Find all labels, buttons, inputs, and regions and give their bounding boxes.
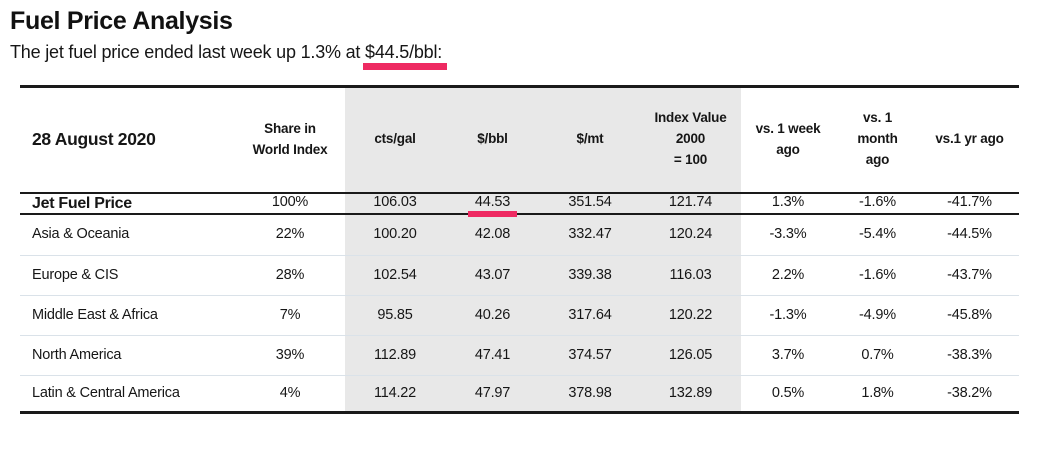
cell-vs-1-yr: -38.2% (947, 384, 992, 401)
cell-usd-mt: 317.64 (568, 306, 612, 323)
cell-vs-1-week: 0.5% (771, 384, 805, 401)
cell-usd-bbl: 47.97 (474, 384, 511, 401)
column-header-date: 28 August 2020 (32, 129, 156, 150)
table-row-middle-east-africa: Middle East & Africa 7% 95.85 40.26 317.… (20, 294, 1019, 335)
cell-cts-gal: 114.22 (373, 384, 417, 401)
cell-index-value: 116.03 (669, 266, 712, 283)
jet-fuel-divider-double-rule (20, 212, 1019, 215)
cell-vs-1-yr: -38.3% (947, 346, 992, 363)
cell-index-value: 132.89 (668, 384, 713, 401)
cell-share: 100% (271, 194, 309, 211)
fuel-price-analysis-page: Fuel Price Analysis The jet fuel price e… (10, 7, 1038, 414)
cell-vs-1-yr: -44.5% (947, 226, 992, 243)
table-row-north-america: North America 39% 112.89 47.41 374.57 12… (20, 334, 1019, 375)
cell-cts-gal: 112.89 (373, 346, 417, 363)
cell-index-value: 120.24 (668, 226, 713, 243)
cell-vs-1-month: 1.8% (861, 384, 894, 401)
column-header-usd-mt: $/mt (576, 131, 604, 147)
row-label: Latin & Central America (32, 384, 180, 401)
column-header-cts-gal: cts/gal (374, 131, 416, 147)
cell-usd-mt: 339.38 (568, 266, 612, 283)
table-header-row: 28 August 2020 Share in World Index cts/… (20, 88, 1019, 192)
cell-vs-1-week: 1.3% (771, 194, 805, 211)
column-header-vs-1-yr: vs.1 yr ago (935, 131, 1004, 147)
cell-vs-1-yr: -43.7% (947, 266, 992, 283)
cell-vs-1-week: -1.3% (769, 306, 807, 323)
cell-usd-mt: 332.47 (568, 226, 612, 243)
header-divider-rule (20, 191, 1019, 194)
cell-share: 39% (275, 346, 305, 363)
table-row-asia-oceania: Asia & Oceania 22% 100.20 42.08 332.47 1… (20, 215, 1019, 255)
cell-vs-1-month: -1.6% (859, 194, 896, 211)
cell-vs-1-yr: -45.8% (947, 306, 992, 323)
fuel-price-table: 28 August 2020 Share in World Index cts/… (20, 84, 1019, 414)
row-label: North America (32, 346, 122, 363)
cell-share: 22% (275, 226, 305, 243)
row-label: Middle East & Africa (32, 306, 158, 323)
highlighted-usd-bbl-value: 44.53 (467, 194, 518, 218)
cell-usd-mt: 351.54 (568, 194, 612, 211)
cell-usd-bbl: 43.07 (474, 266, 511, 283)
cell-usd-bbl: 40.26 (474, 306, 511, 323)
cell-index-value: 120.22 (668, 306, 713, 323)
table-row-europe-cis: Europe & CIS 28% 102.54 43.07 339.38 116… (20, 254, 1019, 295)
cell-vs-1-month: -1.6% (859, 266, 896, 283)
column-header-vs-1-month: vs. 1 month ago (857, 110, 898, 168)
cell-usd-bbl: 47.41 (474, 346, 511, 363)
column-header-usd-bbl: $/bbl (477, 131, 508, 147)
cell-usd-mt: 378.98 (568, 384, 612, 401)
cell-index-value: 126.05 (668, 346, 713, 363)
row-label: Asia & Oceania (32, 226, 130, 243)
cell-share: 28% (275, 266, 305, 283)
cell-vs-1-week: -3.3% (769, 226, 807, 243)
cell-cts-gal: 100.20 (373, 226, 417, 243)
cell-vs-1-week: 3.7% (771, 346, 805, 363)
subtitle-highlighted-price: $44.5/bbl: (363, 42, 448, 70)
page-title: Fuel Price Analysis (10, 7, 233, 35)
subtitle: The jet fuel price ended last week up 1.… (10, 42, 1038, 70)
column-header-index-value: Index Value 2000 = 100 (654, 110, 727, 168)
cell-usd-mt: 374.57 (568, 346, 612, 363)
cell-usd-bbl: 44.53 (445, 194, 540, 218)
table-row-jet-fuel-price: Jet Fuel Price 100% 106.03 44.53 351.54 … (20, 194, 1019, 218)
column-header-share-world-index: Share in World Index (252, 120, 328, 157)
cell-cts-gal: 102.54 (373, 266, 417, 283)
row-label: Europe & CIS (32, 266, 119, 283)
cell-usd-bbl: 42.08 (474, 226, 511, 243)
cell-cts-gal: 95.85 (377, 306, 413, 323)
cell-cts-gal: 106.03 (373, 194, 417, 211)
cell-share: 7% (279, 306, 301, 323)
cell-vs-1-yr: -41.7% (947, 194, 992, 211)
cell-share: 4% (279, 384, 301, 401)
table-row-latin-central-america: Latin & Central America 4% 114.22 47.97 … (20, 374, 1019, 411)
column-header-vs-1-week: vs. 1 week ago (755, 120, 821, 157)
cell-index-value: 121.74 (668, 194, 713, 211)
cell-vs-1-week: 2.2% (771, 266, 805, 283)
cell-vs-1-month: -4.9% (859, 306, 896, 323)
subtitle-text: The jet fuel price ended last week up 1.… (10, 42, 366, 62)
row-label: Jet Fuel Price (32, 194, 132, 212)
unit-columns-band (345, 87, 741, 411)
cell-vs-1-month: 0.7% (861, 346, 894, 363)
cell-vs-1-month: -5.4% (859, 226, 896, 243)
